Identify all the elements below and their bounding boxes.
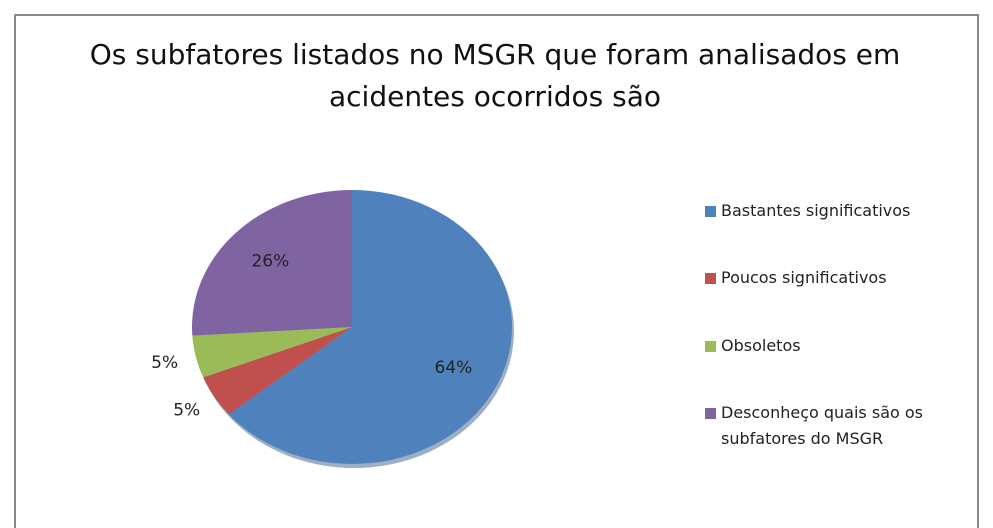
- legend-swatch: [705, 341, 716, 352]
- data-label: 64%: [434, 358, 472, 378]
- legend-swatch: [705, 408, 716, 419]
- data-label: 26%: [251, 251, 289, 271]
- chart-title: Os subfatores listados no MSGR que foram…: [89, 38, 901, 113]
- pie-slice: [192, 327, 352, 378]
- legend-label: Obsoletos: [721, 336, 801, 355]
- legend-label: Desconheço quais são os subfatores do MS…: [721, 403, 923, 448]
- pie-slice: [203, 327, 352, 415]
- chart-frame: [14, 14, 979, 528]
- legend-label: Poucos significativos: [721, 268, 887, 287]
- legend-swatch: [705, 273, 716, 284]
- data-label: 5%: [151, 353, 178, 373]
- legend-swatch: [705, 206, 716, 217]
- data-label: 5%: [173, 401, 200, 421]
- legend-label: Bastantes significativos: [721, 201, 911, 220]
- pie-slice: [192, 190, 352, 336]
- pie-slice: [228, 190, 512, 464]
